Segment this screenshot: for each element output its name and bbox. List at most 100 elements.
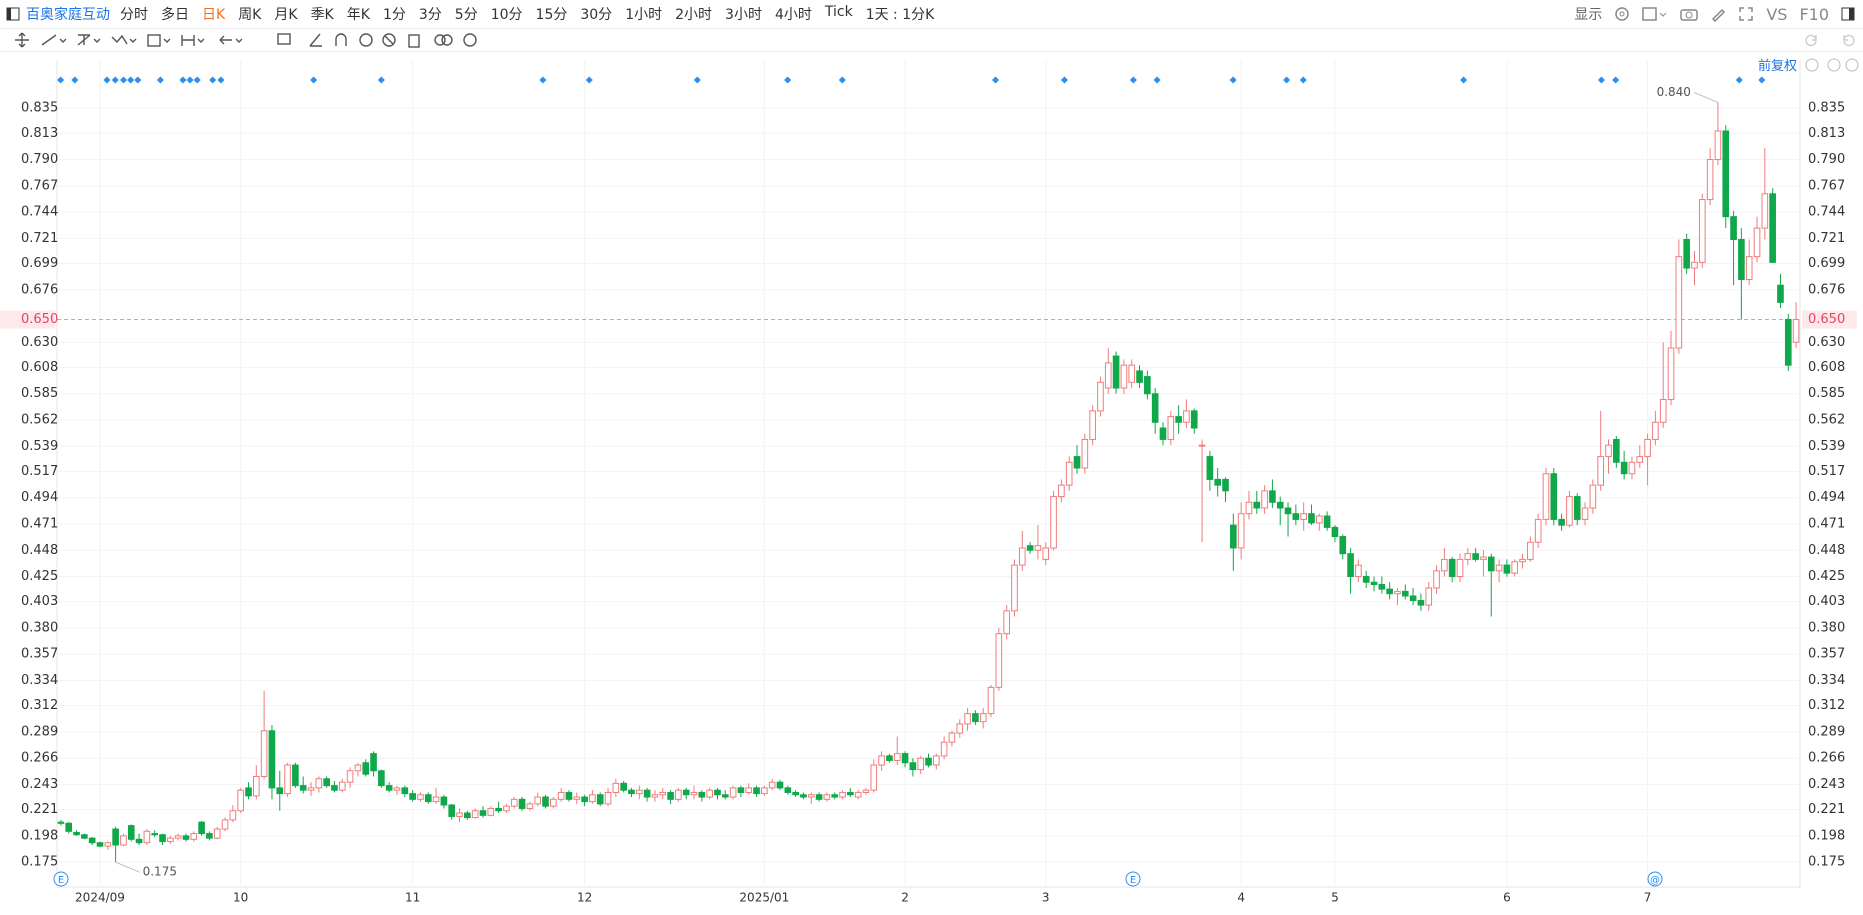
candle-body [628,789,635,795]
y-tick-label-right: 0.334 [1808,673,1845,688]
panel-icon[interactable] [6,7,20,21]
candle-body [1362,576,1370,583]
period-tab[interactable]: 4小时 [774,7,812,23]
y-tick-label-right: 0.608 [1808,360,1845,375]
candle-body [104,842,112,847]
candle-body [323,778,330,787]
x-tick-label: 10 [233,891,248,905]
candle-body [753,787,760,795]
event-badge-icon: E [1130,875,1136,886]
period-tab[interactable]: 月K [274,7,298,23]
arrow-tool-menu[interactable] [235,38,243,43]
angle-tool[interactable] [309,33,322,47]
candle-body [471,810,479,819]
period-tab[interactable]: 5分 [454,7,478,23]
y-tick-label-right: 0.744 [1808,205,1845,220]
fib-tool[interactable] [77,34,91,46]
event-marker [310,76,318,84]
candle-body [706,789,713,798]
candle-body [1581,507,1589,520]
sidebar-icon[interactable] [1841,7,1855,21]
period-tab[interactable]: 季K [310,7,334,23]
candle-body [1245,501,1253,515]
candle-body [1441,558,1448,572]
candle-body [1464,553,1472,560]
x-tick-label: 6 [1503,891,1511,905]
layout-icon[interactable] [1642,6,1668,22]
period-tab[interactable]: 分时 [120,7,148,23]
draw-settings[interactable] [463,33,477,47]
candle-body [1386,588,1393,595]
vs-button[interactable]: VS [1766,4,1788,24]
settings-icon[interactable] [1614,6,1630,22]
period-toolbar: 百奥家庭互动 分时 多日 日K 周K 月K 季K 年K 1分 3分 5分 10分 15分 30分 1小时 2… [0,0,1863,29]
move-tool[interactable] [15,32,29,48]
candle-body [346,770,354,783]
x-tick-label: 5 [1331,891,1339,905]
arrow-tool[interactable] [219,35,232,45]
candle-body [1011,564,1018,612]
candle-body [268,730,276,789]
delete-tool[interactable] [408,34,420,48]
period-tab[interactable]: 1分 [382,7,406,23]
y-tick-label: 0.562 [21,413,58,428]
period-tab[interactable]: 周K [238,7,262,23]
period-tab[interactable]: 1小时 [625,7,663,23]
range-tool-menu[interactable] [197,38,205,43]
period-tab[interactable]: 2小时 [675,7,713,23]
fullscreen-icon[interactable] [1738,6,1754,22]
candle-body [518,798,526,809]
period-tab[interactable]: 3分 [418,7,442,23]
period-tab[interactable]: 多日 [161,7,189,23]
period-tab[interactable]: 30分 [580,7,613,23]
period-tab[interactable]: 年K [346,7,370,23]
period-tab[interactable]: 3小时 [725,7,762,23]
f10-button[interactable]: F10 [1799,4,1829,24]
line-tool[interactable] [41,34,57,46]
redo[interactable] [1843,34,1855,47]
candle-body [127,825,135,840]
pattern-tool[interactable] [111,34,128,45]
candle-body [1331,526,1339,538]
y-tick-label: 0.266 [21,751,58,766]
period-tab[interactable]: 10分 [490,7,523,23]
candle-body [276,787,284,795]
symbol[interactable]: 百奥家庭互动 [26,7,110,23]
event-badge-icon: E [58,875,64,886]
candle-body [862,789,870,793]
y-tick-label-right: 0.630 [1808,335,1845,350]
period-tab[interactable]: 日K [202,7,226,23]
fib-tool-menu[interactable] [93,38,101,43]
compare-tool[interactable] [434,34,446,46]
pattern-tool-menu[interactable] [129,38,137,43]
magnet-tool[interactable] [335,33,347,46]
measure-tool-menu[interactable] [163,38,171,43]
event-marker [838,76,846,84]
event-marker [217,76,225,84]
lock-tool[interactable] [359,33,373,47]
candle-body [807,794,815,798]
pen-icon[interactable] [1710,6,1726,22]
measure-tool[interactable] [147,34,161,47]
y-tick-label-right: 0.198 [1808,828,1845,843]
period-tab[interactable]: 1天 : 1分K [865,7,935,23]
display-menu[interactable]: 显示 [1574,7,1603,23]
line-tool-menu[interactable] [59,38,67,43]
candle-body [1198,444,1206,447]
hide-tool[interactable] [382,33,396,47]
candle-body [1292,513,1300,520]
y-tick-label-right: 0.380 [1808,620,1845,635]
period-tab[interactable]: 15分 [535,7,568,23]
candle-body [1183,410,1190,423]
adjust-mode[interactable]: 前复权 [1758,59,1798,74]
camera-icon[interactable] [1680,6,1699,22]
range-tool[interactable] [181,35,195,46]
note-tool[interactable] [277,33,291,45]
undo[interactable] [1805,34,1817,47]
candle-body [761,787,768,795]
event-marker [1060,76,1068,84]
period-tab[interactable]: Tick [824,4,853,20]
y-tick-label: 0.721 [21,231,58,246]
candle-body [745,787,753,793]
